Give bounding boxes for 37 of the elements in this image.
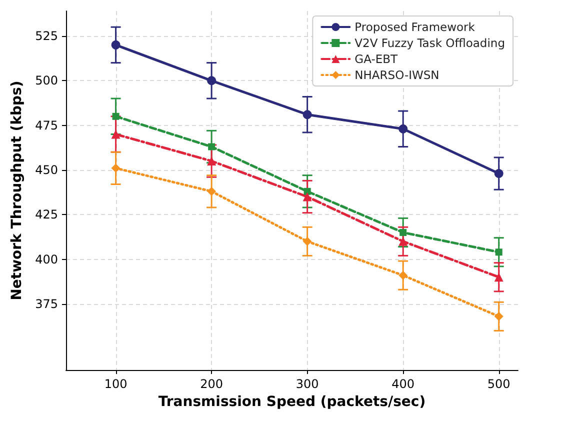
- y-tick-label: 525: [35, 29, 58, 44]
- y-tick-label: 400: [35, 252, 58, 266]
- x-tick-label: 100: [104, 377, 128, 391]
- legend-label: NHARSO-IWSN: [354, 68, 440, 82]
- point: [494, 169, 504, 178]
- point: [398, 124, 408, 134]
- x-tick-label: 500: [487, 377, 510, 391]
- point: [398, 270, 408, 280]
- point: [494, 312, 504, 321]
- y-axis-title: Network Throughput (kbps): [9, 80, 26, 300]
- point: [302, 110, 312, 120]
- y-tick-label: 500: [35, 74, 58, 88]
- y-tick-label: 425: [35, 208, 58, 222]
- y-tick-label: 450: [35, 162, 58, 177]
- point: [400, 228, 407, 236]
- point: [111, 40, 120, 50]
- x-axis-title: Transmission Speed (packets/sec): [158, 394, 426, 410]
- x-tick-label: 300: [296, 377, 319, 391]
- x-tick-label: 200: [200, 377, 224, 391]
- point: [207, 76, 216, 86]
- point: [208, 143, 216, 150]
- legend-label: V2V Fuzzy Task Offloading: [354, 36, 506, 50]
- point: [111, 130, 120, 139]
- point: [494, 272, 504, 282]
- y-tick-label: 475: [35, 118, 58, 132]
- point: [304, 188, 311, 195]
- point: [495, 248, 502, 256]
- point: [302, 236, 312, 246]
- legend-label: GA-EBT: [354, 52, 399, 66]
- y-tick-label: 375: [35, 296, 58, 311]
- point: [112, 112, 120, 120]
- point: [207, 156, 216, 166]
- legend-label: Proposed Framework: [354, 20, 476, 34]
- point: [207, 186, 216, 196]
- point: [302, 192, 312, 202]
- point: [111, 164, 120, 173]
- x-tick-label: 400: [392, 377, 415, 391]
